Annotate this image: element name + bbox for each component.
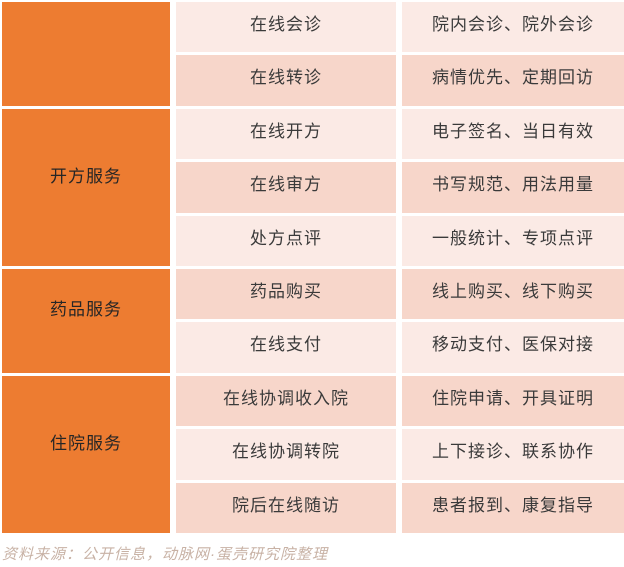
service-cell: 在线审方: [176, 162, 396, 213]
detail-cell: 一般统计、专项点评: [402, 215, 624, 266]
detail-cell: 住院申请、开具证明: [402, 375, 624, 427]
detail-cell: 患者报到、康复指导: [402, 482, 624, 533]
detail-cell: 移动支付、医保对接: [402, 322, 624, 373]
services-table: 开方服务 药品服务 住院服务 在线会诊 院内会诊、院外会诊 在线转诊 病情优先、…: [2, 2, 624, 533]
detail-cell: 上下接诊、联系协作: [402, 429, 624, 480]
service-cell: 院后在线随访: [176, 482, 396, 533]
service-cell: 处方点评: [176, 215, 396, 266]
service-cell: 在线协调收入院: [176, 375, 396, 427]
detail-cell: 电子签名、当日有效: [402, 108, 624, 160]
service-cell: 在线开方: [176, 108, 396, 160]
category-cell-drug-service: 药品服务: [2, 268, 170, 373]
detail-cell: 病情优先、定期回访: [402, 55, 624, 106]
service-cell: 在线支付: [176, 322, 396, 373]
category-cell-top-empty: [2, 2, 170, 106]
service-cell: 在线会诊: [176, 2, 396, 53]
service-cell: 在线协调转院: [176, 429, 396, 480]
detail-cell: 线上购买、线下购买: [402, 268, 624, 320]
source-note: 资料来源：公开信息，动脉网·蛋壳研究院整理: [2, 545, 328, 563]
service-cell: 药品购买: [176, 268, 396, 320]
detail-cell: 院内会诊、院外会诊: [402, 2, 624, 53]
service-cell: 在线转诊: [176, 55, 396, 106]
category-cell-inpatient-service: 住院服务: [2, 375, 170, 533]
detail-cell: 书写规范、用法用量: [402, 162, 624, 213]
category-cell-prescription-service: 开方服务: [2, 108, 170, 266]
